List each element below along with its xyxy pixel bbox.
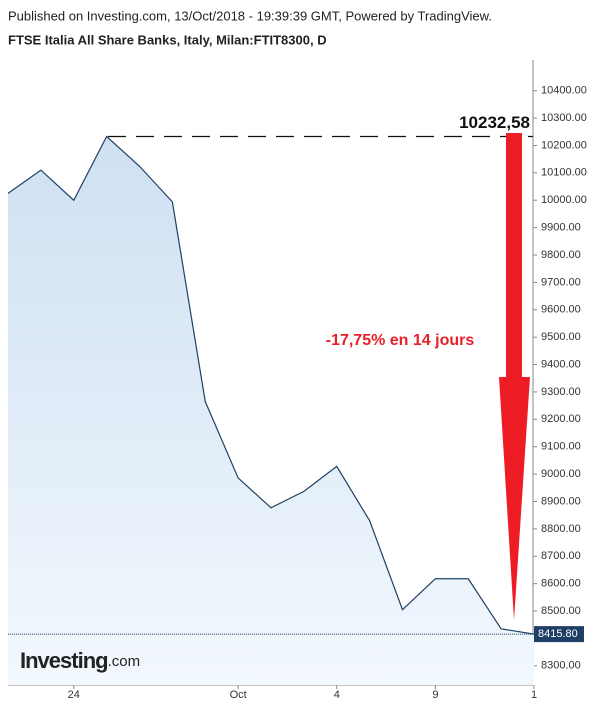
y-tick-label: 10400.00 <box>541 85 587 97</box>
x-tick-label: 24 <box>68 689 80 701</box>
y-tick-label: 9200.00 <box>541 413 581 425</box>
y-tick-label: 10100.00 <box>541 167 587 179</box>
y-tick-label: 10300.00 <box>541 112 587 124</box>
last-price-box <box>534 626 584 643</box>
annotation: -17,75% en 14 jours <box>326 332 475 349</box>
x-tick-label: 4 <box>334 689 340 701</box>
y-tick-label: 8500.00 <box>541 605 581 617</box>
y-tick-label: 9900.00 <box>541 222 581 234</box>
published-note: Published on Investing.com, 13/Oct/2018 … <box>8 8 492 23</box>
y-tick-label: 8700.00 <box>541 550 581 562</box>
y-tick-label: 9300.00 <box>541 386 581 398</box>
y-tick-label: 8900.00 <box>541 495 581 507</box>
y-tick-label: 10200.00 <box>541 139 587 151</box>
y-tick-label: 8300.00 <box>541 660 581 672</box>
x-tick-label: 9 <box>432 689 438 701</box>
price-line <box>7 135 535 635</box>
y-tick-label: 9000.00 <box>541 468 581 480</box>
chart-title: FTSE Italia All Share Banks, Italy, Mila… <box>8 32 327 47</box>
last-price-label: 8415.80 <box>538 628 578 640</box>
y-tick-label: 8800.00 <box>541 523 581 535</box>
y-tick-label: 10000.00 <box>541 194 587 206</box>
down-arrow <box>499 133 530 620</box>
x-tick-label: 1 <box>531 689 537 701</box>
max-label: 10232,58 <box>459 113 530 132</box>
x-tick-label: Oct <box>230 689 247 701</box>
y-tick-label: 9800.00 <box>541 249 581 261</box>
y-tick-label: 9400.00 <box>541 358 581 370</box>
y-tick-label: 8600.00 <box>541 578 581 590</box>
logo: Investing.com <box>20 648 140 673</box>
area-fill <box>8 136 534 685</box>
y-tick-label: 9100.00 <box>541 441 581 453</box>
y-tick-label: 9600.00 <box>541 304 581 316</box>
y-tick-label: 9700.00 <box>541 276 581 288</box>
y-tick-label: 9500.00 <box>541 331 581 343</box>
